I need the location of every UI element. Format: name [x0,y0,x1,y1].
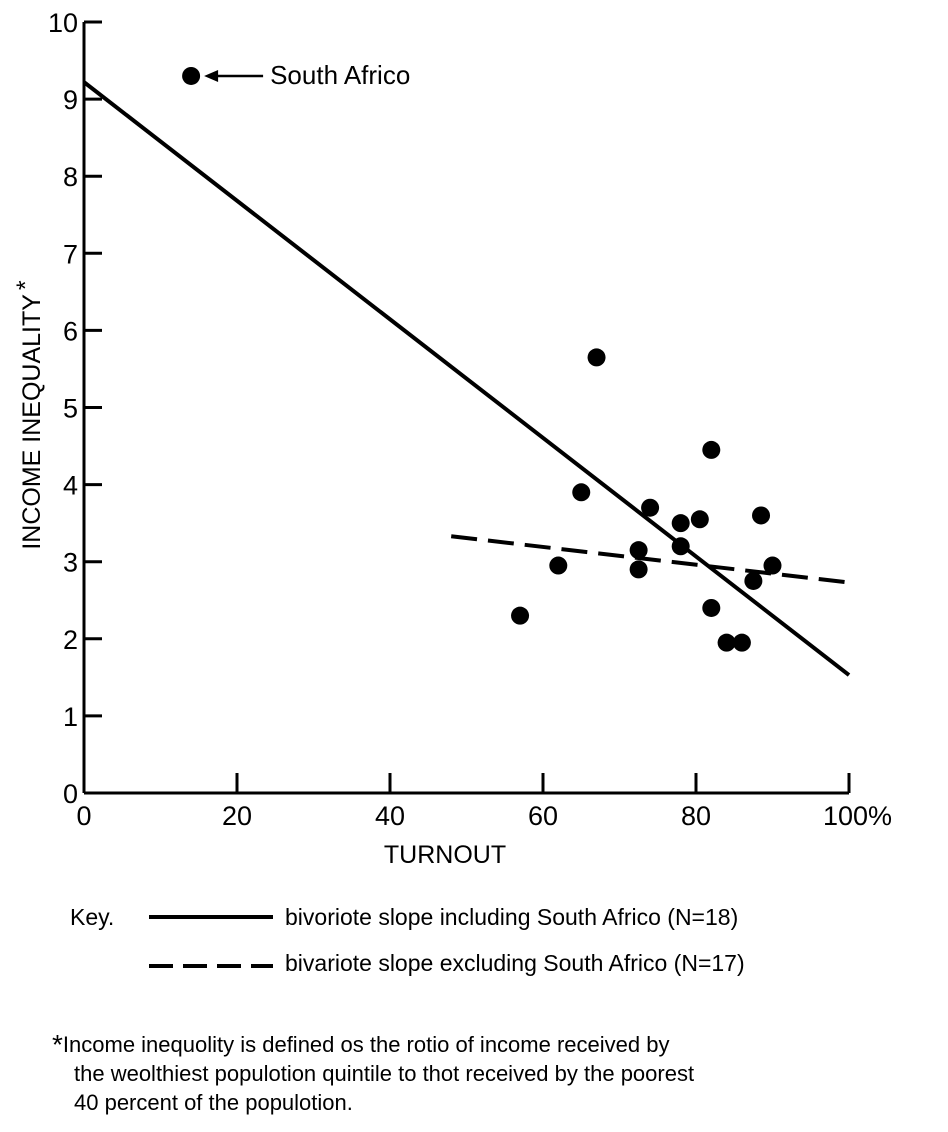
x-tick-label: 80 [681,801,711,831]
regression-lines [82,80,851,677]
data-point [702,598,721,617]
data-point [717,633,736,652]
axes [82,22,849,795]
y-axis-title-asterisk: * [12,280,40,290]
legend-entry-solid: bivoriote slope including South Africo (… [285,904,739,930]
legend-key-label: Key. [70,904,115,930]
data-point [587,348,606,367]
footnote-line-3: 40 percent of the populotion. [74,1090,353,1115]
footnote-text-1: Income inequolity is defined os the roti… [62,1032,670,1057]
y-tick-label: 3 [63,548,78,578]
regression-line-excluding [450,534,850,585]
ticks: 0 20 40 60 80 100% 0 1 2 3 4 5 6 7 8 9 10 [48,8,892,831]
data-point [752,506,771,525]
data-point [671,537,690,556]
data-point [182,66,201,85]
legend-entry-dashed: bivariote slope excluding South Africo (… [285,950,745,976]
data-point [671,514,690,533]
data-point [549,556,568,575]
x-tick-label: 60 [528,801,558,831]
data-point [629,560,648,579]
annotation: South Africo [204,60,410,90]
y-tick-label: 8 [63,162,78,192]
y-tick-label: 7 [63,239,78,269]
legend-row-solid: Key. bivoriote slope including South Afr… [70,898,930,944]
legend-row-dashed: bivariote slope excluding South Africo (… [70,944,930,990]
y-axis-title-text: INCOME INEQUALITY [18,294,46,550]
y-tick-label: 2 [63,625,78,655]
scatter-chart: 0 20 40 60 80 100% 0 1 2 3 4 5 6 7 8 9 10 South Africo T… [12,8,892,869]
data-point [763,556,782,575]
annotation-arrow-head [204,69,219,82]
data-point [732,633,751,652]
y-axis-title: INCOME INEQUALITY * [12,280,46,550]
x-axis-title: TURNOUT [384,841,506,869]
x-tick-label: 0 [76,801,91,831]
data-point [690,510,709,529]
y-tick-label: 9 [63,85,78,115]
y-tick-label: 4 [63,471,78,501]
y-tick-label: 1 [63,702,78,732]
data-point [744,571,763,590]
data-points [182,66,782,652]
footnote-line-1: *Income inequolity is defined os the rot… [52,1030,922,1059]
data-point [641,498,660,517]
y-tick-label: 5 [63,394,78,424]
data-point [572,483,591,502]
y-tick-label: 0 [63,779,78,809]
legend-dashed-line-swatch [149,964,273,968]
footnote-star: * [52,1029,63,1060]
annotation-label: South Africo [270,60,410,90]
footnote: *Income inequolity is defined os the rot… [52,1030,922,1117]
x-tick-label: 100% [823,801,892,831]
footnote-line-2: the weolthiest populotion quintile to th… [74,1061,695,1086]
legend-solid-line-swatch [149,915,273,919]
x-tick-label: 20 [222,801,252,831]
legend: Key. bivoriote slope including South Afr… [70,898,930,990]
y-tick-label: 6 [63,316,78,346]
data-point [511,606,530,625]
x-tick-label: 40 [375,801,405,831]
data-point [629,541,648,560]
data-point [702,440,721,459]
regression-line-including [82,80,851,677]
y-tick-label: 10 [48,8,78,38]
